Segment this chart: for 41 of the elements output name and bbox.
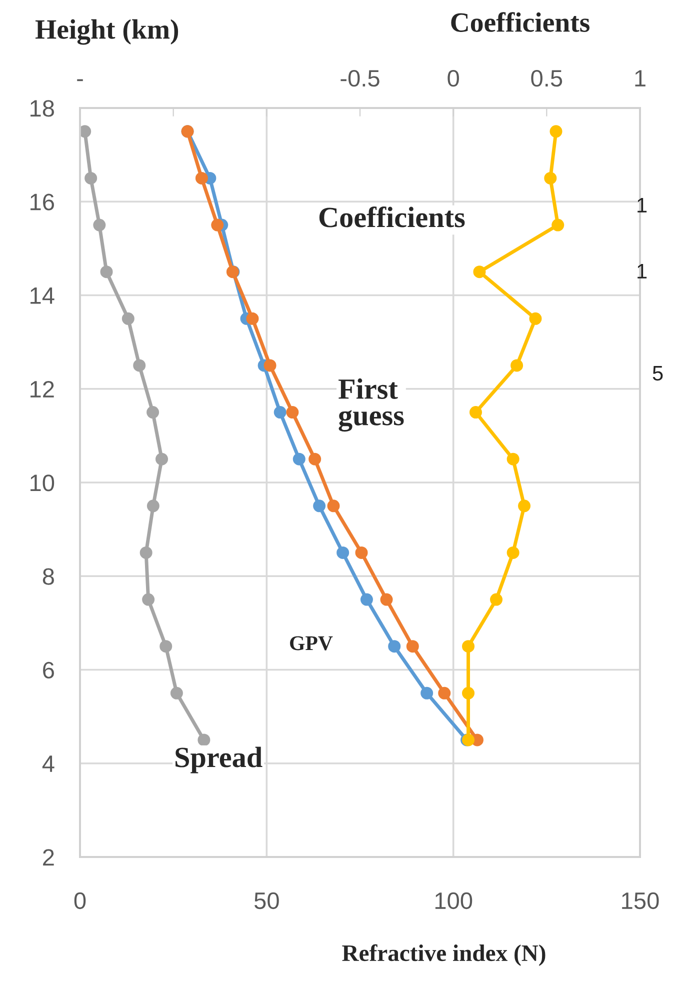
text: 5 xyxy=(652,366,663,381)
y-tick-label: 12 xyxy=(30,380,54,398)
point xyxy=(490,593,503,606)
point xyxy=(552,218,564,232)
annotation: Coefficients xyxy=(319,206,465,228)
y-tick-label: 16 xyxy=(30,194,54,210)
x2-tick-label: 0.5 xyxy=(531,70,562,87)
y-tick-label: 8 xyxy=(42,568,54,585)
point xyxy=(550,125,562,138)
annotation: 1 xyxy=(638,264,647,278)
x2-tick-label: 0 xyxy=(448,70,459,87)
x-tick-label: 100 xyxy=(435,892,472,910)
y-tick-label: 6 xyxy=(43,662,54,679)
y-tick-label: 10 xyxy=(30,474,54,492)
x2-axis-title: Coefficients xyxy=(451,12,590,32)
point xyxy=(462,686,475,700)
y-tick-label: 18 xyxy=(30,100,54,117)
point xyxy=(544,172,557,184)
y-tick-label: 2 xyxy=(43,849,54,866)
x-tick-label: 50 xyxy=(254,892,279,910)
x-axis-title: Refractive index (N) xyxy=(342,944,546,966)
point xyxy=(510,359,524,372)
point xyxy=(506,452,520,466)
y-tick-label: 4 xyxy=(42,756,54,772)
point xyxy=(469,406,482,419)
annotation: 1 xyxy=(638,198,647,212)
point xyxy=(529,312,542,325)
annotation: Spread xyxy=(176,746,262,774)
x2-tick-label: - xyxy=(77,79,83,82)
annotation: GPV xyxy=(290,636,333,650)
y-tick-label: 14 xyxy=(30,288,54,304)
x-tick-label: 150 xyxy=(622,892,659,910)
x2-tick-label: -0.5 xyxy=(340,70,380,87)
point xyxy=(473,266,486,278)
x-tick-label: 0 xyxy=(74,892,86,910)
annotation: First guess xyxy=(338,378,404,432)
y-axis-title: Height (km) xyxy=(35,19,178,45)
point xyxy=(518,500,531,512)
x2-tick-label: 1 xyxy=(635,70,646,86)
point xyxy=(462,640,475,653)
point xyxy=(506,546,520,559)
